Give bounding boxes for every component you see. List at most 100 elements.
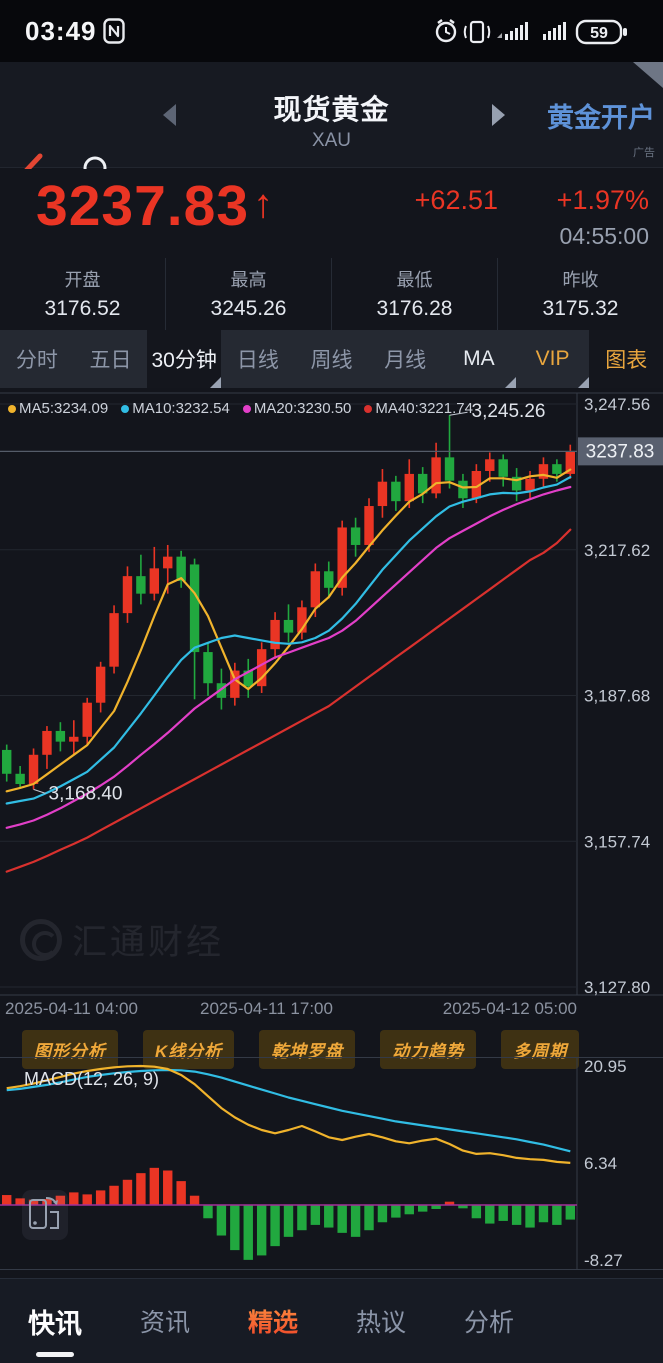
macd-bar: [511, 1205, 522, 1225]
prev-symbol-icon[interactable]: [160, 102, 178, 128]
nav-item-精选[interactable]: 精选: [246, 1297, 300, 1345]
tab-分时[interactable]: 分时: [15, 349, 58, 372]
macd-bar: [109, 1185, 119, 1205]
period-tabs: 分时 五日 30分钟 日线 周线 月线 MA VIP 图表: [0, 330, 663, 388]
nav-item-快讯[interactable]: 快讯: [26, 1296, 84, 1347]
tool-button-动力趋势[interactable]: 动力趋势: [380, 1030, 477, 1069]
tab-日线[interactable]: 日线: [236, 349, 279, 372]
nav-item-热议[interactable]: 热议: [356, 1309, 407, 1337]
y-axis-label: 3,127.80: [584, 978, 650, 997]
tool-button-图形分析[interactable]: 图形分析: [22, 1030, 118, 1069]
ma-legend-item: MA5:3234.09: [8, 400, 108, 417]
macd-pane[interactable]: 20.95 6.34 -8.27 MACD(12, 26, 9): [0, 1057, 663, 1270]
candle-body: [82, 702, 92, 737]
low-annotation-line: [33, 788, 46, 794]
ma-legend-text: MA40:3221.74: [375, 400, 473, 417]
candle-wick: [166, 544, 169, 594]
candle-body: [176, 556, 186, 582]
watermark: 汇通财经: [20, 914, 224, 965]
ma-legend-item: MA10:3232.54: [121, 400, 230, 417]
candle-body: [538, 464, 549, 479]
tab-图表[interactable]: 图表: [589, 330, 663, 388]
stat-1: 最高 3245.26: [165, 258, 331, 330]
tool-button-K线分析[interactable]: K线分析: [143, 1030, 235, 1069]
tab-月线[interactable]: 月线: [384, 349, 427, 372]
candlestick-chart[interactable]: 3,247.56 3,217.62 3,187.68 3,157.74 3,127.80…: [0, 388, 663, 1022]
corner-triangle-icon: [504, 377, 516, 388]
candle-body: [283, 619, 294, 633]
candle-body: [243, 670, 253, 687]
macd-bar: [364, 1205, 374, 1231]
candle-body: [297, 607, 307, 633]
open-account-link[interactable]: 黄金开户: [547, 103, 655, 133]
tab-周线[interactable]: 周线: [310, 349, 353, 372]
candle-body: [324, 571, 334, 588]
bottom-nav: 快讯 资讯 精选 热议 分析: [0, 1278, 663, 1363]
tab-MA[interactable]: MA: [442, 330, 516, 388]
ohlc-stats: 开盘 3176.52 最高 3245.26 最低 3176.28 昨收 3175.32: [0, 258, 663, 330]
macd-bar: [417, 1205, 428, 1212]
signal-icon: [497, 22, 528, 40]
current-price-tag: [578, 437, 663, 466]
macd-histogram: [2, 1167, 575, 1260]
macd-bar: [55, 1195, 66, 1205]
candle-body: [216, 683, 227, 698]
y-axis-label: 3,217.62: [584, 541, 650, 560]
candle-body: [444, 457, 455, 481]
y-axis-label: 3,157.74: [584, 832, 650, 851]
stat-0: 开盘 3176.52: [0, 258, 165, 330]
macd-bar: [391, 1205, 401, 1218]
macd-bar: [136, 1173, 146, 1205]
macd-bar: [444, 1201, 455, 1205]
macd-bar: [176, 1181, 186, 1205]
rotate-screen-button[interactable]: [22, 1190, 68, 1240]
current-price-tag-text: 3237.83: [586, 441, 655, 462]
next-symbol-icon[interactable]: [490, 102, 508, 128]
vibrate-icon: [463, 20, 491, 44]
battery-icon: 59: [575, 19, 627, 45]
quote-panel: 3237.83 ↑ +62.51 +1.97% 04:55:00: [0, 169, 663, 258]
candle-body: [136, 576, 146, 594]
candle-body: [28, 754, 39, 785]
tab-五日[interactable]: 五日: [89, 349, 132, 372]
macd-y-label: 6.34: [584, 1154, 617, 1173]
macd-bar: [538, 1205, 549, 1223]
ma40-line: [5, 528, 572, 873]
tool-button-多周期[interactable]: 多周期: [501, 1030, 580, 1069]
candle-body: [2, 749, 12, 774]
macd-bar: [82, 1194, 92, 1205]
stat-label: 昨收: [562, 270, 599, 290]
price-change: +62.51: [414, 185, 498, 215]
candles: [2, 415, 575, 790]
macd-bar: [203, 1205, 213, 1219]
macd-bar: [404, 1205, 414, 1215]
macd-bar: [28, 1199, 39, 1205]
candle-body: [350, 527, 361, 545]
macd-bar: [122, 1179, 133, 1205]
stat-label: 最高: [230, 270, 267, 290]
candle-body: [256, 649, 267, 687]
macd-bar: [256, 1205, 267, 1256]
tool-button-乾坤罗盘[interactable]: 乾坤罗盘: [259, 1030, 356, 1069]
candle-body: [163, 556, 173, 569]
stat-3: 昨收 3175.32: [497, 258, 663, 330]
clock-time: 03:49: [25, 16, 97, 46]
macd-bar: [270, 1205, 280, 1247]
macd-bar: [350, 1205, 361, 1237]
stat-2: 最低 3176.28: [331, 258, 497, 330]
candle-body: [55, 730, 66, 742]
macd-bar: [377, 1205, 388, 1223]
status-bar: 03:49: [0, 0, 663, 62]
macd-bar: [2, 1195, 12, 1205]
ad-label: 广告: [633, 147, 655, 159]
y-axis-label: 3,247.56: [584, 395, 650, 414]
nav-item-分析[interactable]: 分析: [464, 1309, 515, 1337]
macd-bar: [337, 1205, 347, 1233]
y-axis-label: 3,187.68: [584, 687, 650, 706]
low-annotation-text: 3,168.40: [49, 783, 123, 804]
tab-VIP[interactable]: VIP: [516, 330, 590, 388]
nav-item-资讯[interactable]: 资讯: [140, 1309, 191, 1337]
symbol-code: XAU: [311, 130, 352, 151]
status-icons: 59: [435, 19, 627, 45]
tab-30分钟[interactable]: 30分钟: [147, 330, 222, 388]
